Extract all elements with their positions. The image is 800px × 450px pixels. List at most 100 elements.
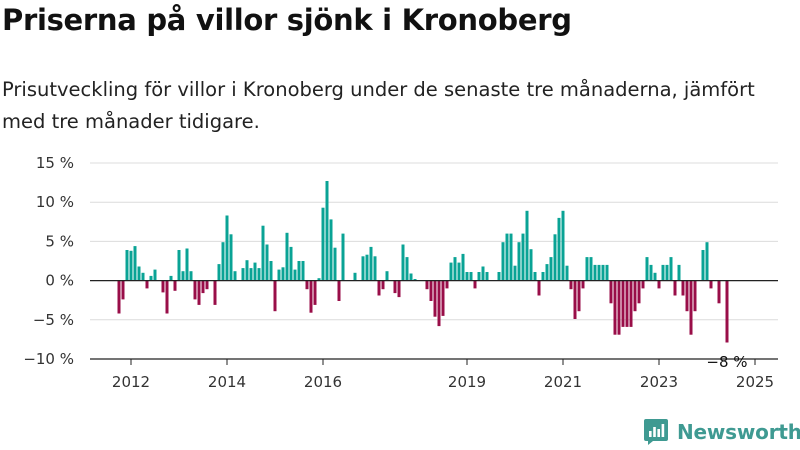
x-tick-label: 2016 xyxy=(304,373,342,391)
x-tick-label: 2023 xyxy=(640,373,678,391)
bar xyxy=(453,257,457,281)
bar xyxy=(513,265,517,281)
bar xyxy=(413,279,417,281)
bar xyxy=(173,280,177,291)
x-tick-label: 2025 xyxy=(736,373,774,391)
bar xyxy=(725,280,729,343)
gridlines xyxy=(90,162,778,360)
last-value-label: −8 % xyxy=(706,353,747,371)
bar xyxy=(665,264,669,281)
bar xyxy=(505,233,509,281)
bar xyxy=(621,280,625,327)
bar xyxy=(573,280,577,319)
bar xyxy=(529,249,533,281)
bar xyxy=(709,280,713,289)
bar xyxy=(145,280,149,289)
y-tick-label: 10 % xyxy=(36,193,74,211)
bar xyxy=(545,264,549,281)
bar xyxy=(249,268,253,281)
newsworthy-logo-icon xyxy=(644,419,668,445)
bar xyxy=(169,275,173,281)
bar xyxy=(633,280,637,312)
bar xyxy=(645,257,649,281)
bar xyxy=(397,280,401,298)
bar xyxy=(177,250,181,281)
bar xyxy=(217,264,221,281)
bar xyxy=(205,280,209,290)
bars xyxy=(117,181,729,343)
bar xyxy=(681,280,685,296)
x-tick-label: 2012 xyxy=(112,373,150,391)
bar xyxy=(405,257,409,281)
bar xyxy=(577,280,581,312)
bar xyxy=(309,280,313,313)
bar xyxy=(441,280,445,316)
bar xyxy=(265,244,269,281)
bar xyxy=(461,253,465,281)
bar xyxy=(329,219,333,281)
x-axis-ticks: 2012 2014 2016 2019 2021 2023 2025 xyxy=(112,359,774,391)
bar xyxy=(689,280,693,335)
bar xyxy=(613,280,617,335)
bar xyxy=(189,271,193,281)
bar xyxy=(537,280,541,296)
bar xyxy=(597,264,601,281)
bar xyxy=(261,225,265,281)
chart-subtitle: Prisutveckling för villor i Kronoberg un… xyxy=(2,78,755,133)
bar xyxy=(445,280,449,289)
bar xyxy=(337,280,341,301)
bar xyxy=(161,280,165,293)
y-tick-label: −5 % xyxy=(33,311,74,329)
bar xyxy=(365,254,369,281)
bar xyxy=(277,269,281,281)
bar xyxy=(533,272,537,281)
y-tick-label: 5 % xyxy=(45,232,74,250)
bar xyxy=(457,262,461,281)
bar xyxy=(485,272,489,281)
x-tick-label: 2021 xyxy=(544,373,582,391)
bar xyxy=(213,280,217,305)
bar xyxy=(521,233,525,281)
bar xyxy=(501,242,505,281)
bar xyxy=(313,280,317,305)
bar xyxy=(369,246,373,281)
bar xyxy=(141,272,145,281)
bar xyxy=(229,234,233,281)
bar xyxy=(617,280,621,335)
bar xyxy=(473,280,477,289)
bar xyxy=(269,261,273,281)
bar xyxy=(685,280,689,312)
bar xyxy=(393,280,397,294)
bar xyxy=(657,280,661,289)
bar xyxy=(293,269,297,281)
bar xyxy=(373,256,377,281)
bar xyxy=(181,271,185,281)
bar xyxy=(717,280,721,304)
bar xyxy=(253,262,257,281)
bar xyxy=(201,280,205,294)
bar xyxy=(137,266,141,281)
bar xyxy=(609,280,613,304)
bar xyxy=(481,266,485,281)
chart-title: Priserna på villor sjönk i Kronoberg xyxy=(2,3,572,37)
bar xyxy=(673,280,677,296)
bar xyxy=(233,271,237,281)
bar xyxy=(549,257,553,281)
bar xyxy=(221,242,225,281)
bar xyxy=(593,264,597,281)
bar xyxy=(149,275,153,281)
bar xyxy=(273,280,277,312)
bar xyxy=(469,272,473,281)
bar xyxy=(641,280,645,289)
bar xyxy=(693,280,697,312)
bar xyxy=(429,280,433,301)
bar xyxy=(245,260,249,281)
bar xyxy=(649,264,653,281)
bar xyxy=(705,242,709,281)
bar xyxy=(301,261,305,281)
brand-logo: Newsworthy xyxy=(643,418,800,446)
bar xyxy=(409,273,413,281)
bar xyxy=(289,246,293,281)
bar xyxy=(257,268,261,281)
